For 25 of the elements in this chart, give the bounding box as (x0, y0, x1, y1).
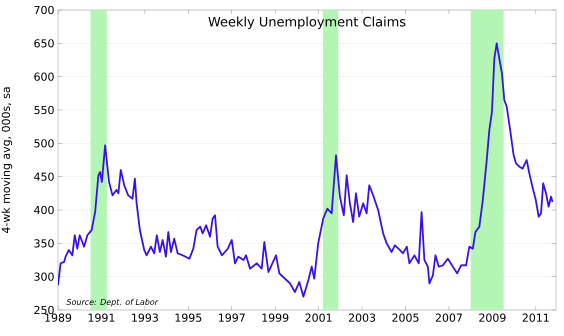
x-tick-label: 1989 (45, 314, 72, 322)
x-tick-label: 1993 (132, 314, 158, 322)
x-tick-label: 2009 (479, 314, 506, 322)
x-tick-label: 1991 (88, 314, 114, 322)
x-tick-label: 1995 (176, 314, 202, 322)
y-tick-label: 500 (34, 139, 54, 148)
x-tick-label: 2007 (436, 314, 462, 322)
y-tick-label: 350 (34, 239, 54, 248)
y-axis-title: 4-wk moving avg, 000s, sa (2, 87, 12, 234)
x-tick-label: 2001 (305, 314, 332, 322)
x-tick-label: 2011 (522, 314, 549, 322)
x-tick-label: 1999 (262, 314, 288, 322)
y-tick-label: 700 (34, 6, 54, 14)
x-tick-label: 2005 (392, 314, 418, 322)
y-tick-label: 450 (34, 172, 54, 181)
y-tick-label: 550 (34, 106, 54, 114)
chart-title: Weekly Unemployment Claims (208, 16, 406, 30)
y-tick-label: 250 (34, 306, 54, 314)
x-tick-label: 1997 (219, 314, 245, 322)
y-tick-label: 300 (34, 272, 54, 281)
x-tick-label: 2003 (348, 314, 376, 322)
line-series (58, 42, 554, 298)
y-tick-label: 650 (34, 39, 54, 48)
y-tick-label: 400 (34, 206, 54, 214)
y-tick-label: 600 (34, 72, 54, 81)
